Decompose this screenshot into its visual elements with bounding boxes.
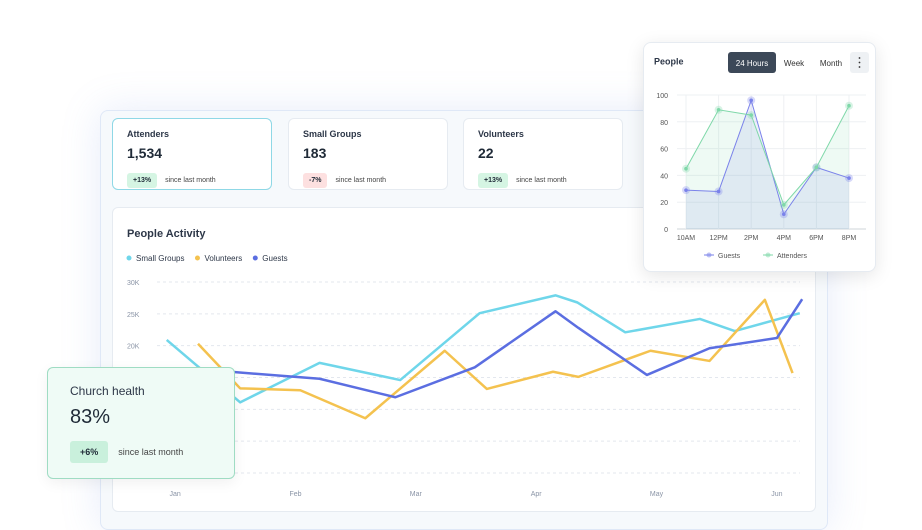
stat-change: +13% [127,173,158,188]
area-fill [686,105,849,229]
x-tick-label: 8PM [842,235,857,242]
legend-dot [765,252,771,258]
legend-dot [252,255,258,261]
legend-label: Guests [718,253,741,260]
point [749,98,753,103]
series-line [685,98,850,216]
stat-label: Attenders [127,129,170,139]
stat-card: Attenders 1,534 +13% since last month [112,118,272,190]
point [749,113,753,117]
stat-row: +13% since last month [127,169,257,188]
legend-label: Guests [262,254,287,263]
stat-row: -7% since last month [303,169,433,188]
menu-dot [858,57,861,59]
y-tick-label: 60 [660,147,668,154]
health-value: 83% [70,406,111,428]
x-tick-label: Jun [771,491,782,498]
x-tick-label: 6PM [809,235,824,242]
stat-card: Small Groups 183 -7% since last month [288,118,448,190]
y-tick-label: 100 [656,93,668,100]
point [782,212,786,217]
x-tick-label: May [650,491,664,498]
tab[interactable]: Week [784,59,805,68]
x-tick-label: 10AM [677,235,695,242]
y-tick-label: 20K [127,344,140,351]
point [684,188,688,192]
x-tick-label: Mar [410,491,423,498]
stat-note: since last month [335,177,387,184]
stat-note: since last month [165,177,216,184]
stat-change: +13% [478,173,509,188]
x-tick-label: Apr [531,491,543,498]
point [814,165,819,170]
series-line [685,105,850,206]
tab[interactable]: 24 Hours [736,59,768,68]
stat-change: -7% [303,173,328,188]
legend-label: Attenders [777,253,807,260]
health-title: Church health [70,384,145,398]
stat-card: Volunteers 22 +13% since last month [463,118,623,190]
y-tick-label: 25K [127,312,140,319]
legend-dot [194,255,200,261]
area-fill [686,100,849,229]
point [684,166,688,171]
chart-title: People [654,56,684,66]
x-tick-label: 2PM [744,235,759,242]
menu-dot [858,66,861,68]
stat-label: Volunteers [478,129,524,139]
stat-value: 22 [478,145,494,161]
legend-dot [706,252,712,258]
x-tick-label: 4PM [777,235,792,242]
point [782,203,786,207]
stat-row: +13% since last month [478,169,608,188]
tab[interactable]: Month [820,59,842,68]
x-tick-label: Jan [169,491,180,498]
point [847,103,851,108]
y-tick-label: 0 [664,227,668,234]
series-line [197,298,794,420]
x-tick-label: 12PM [709,235,727,242]
point [716,189,721,194]
y-tick-label: 20 [660,200,668,207]
point [716,107,721,112]
x-tick-label: Feb [289,491,301,498]
chart-title: People Activity [127,228,206,240]
health-note: since last month [118,447,184,457]
health-card: Church health 83% +6% since last month [47,367,235,479]
health-change: +6% [70,441,109,463]
menu-dot [858,61,861,64]
stat-value: 183 [303,145,327,161]
legend-dot [126,255,132,261]
y-tick-label: 40 [660,173,668,180]
point [847,176,851,180]
legend-label: Small Groups [136,254,184,263]
y-tick-label: 80 [660,120,668,127]
tab-active-bg [728,52,776,73]
people-card [643,42,876,272]
stat-label: Small Groups [303,129,362,139]
stat-value: 1,534 [127,145,163,161]
y-tick-label: 30K [127,280,140,287]
legend-label: Volunteers [204,254,242,263]
series-line [230,298,804,399]
stat-note: since last month [516,177,567,184]
